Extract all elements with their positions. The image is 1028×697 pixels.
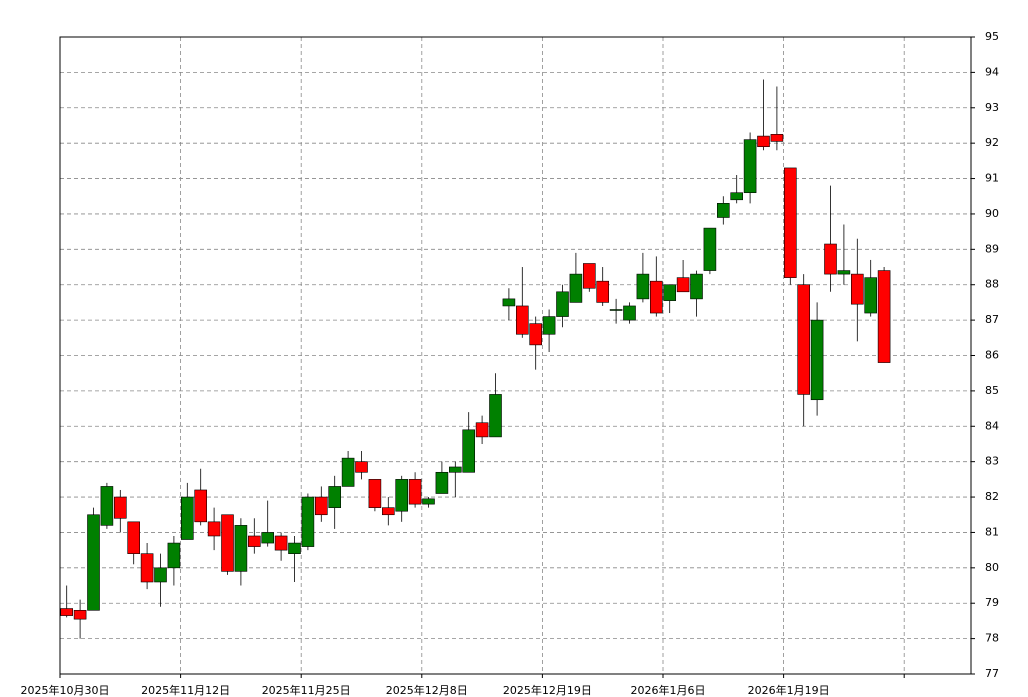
candle-body <box>261 532 275 544</box>
candle-body <box>73 609 87 620</box>
candle-body <box>422 498 435 505</box>
y-tick-label: 92 <box>985 136 999 149</box>
candle-body <box>596 280 610 303</box>
candle-body <box>757 135 770 148</box>
y-tick-label: 94 <box>985 65 999 78</box>
candle-body <box>623 305 636 321</box>
candle-body <box>100 486 114 526</box>
candle-body <box>328 486 342 508</box>
x-tick-label: 2025年11月25日 <box>262 683 351 697</box>
candle-body <box>355 461 368 473</box>
candle-body <box>288 542 301 554</box>
y-tick-label: 95 <box>985 30 999 43</box>
y-tick-label: 78 <box>985 632 999 645</box>
candle-body <box>475 422 489 438</box>
candle-body <box>448 466 462 473</box>
y-tick-label: 80 <box>985 561 999 574</box>
y-tick-label: 89 <box>985 242 999 255</box>
candle-body <box>154 567 167 583</box>
candle-body <box>690 273 703 300</box>
candle-body <box>864 277 878 314</box>
candle-body <box>743 139 757 194</box>
candle-body <box>127 521 140 554</box>
candle-body <box>60 608 74 616</box>
candle-body <box>824 243 837 275</box>
y-tick-label: 91 <box>985 172 999 185</box>
candle-body <box>797 284 811 395</box>
candle-body <box>167 542 181 569</box>
candle-body <box>274 535 288 551</box>
candle-body <box>140 553 154 583</box>
candle-body <box>462 429 476 473</box>
candle-body <box>703 227 717 271</box>
x-tick-label: 2026年1月19日 <box>748 683 830 697</box>
candle-body <box>582 263 596 289</box>
candle-body <box>234 525 248 572</box>
x-tick-label: 2025年12月8日 <box>386 683 468 697</box>
candle-body <box>408 479 422 505</box>
candle-body <box>676 277 690 293</box>
candle-body <box>542 316 556 335</box>
candle-body <box>515 305 529 335</box>
candle-body <box>87 514 100 611</box>
candle-body <box>663 284 677 301</box>
candle-body <box>636 273 650 300</box>
candle-body <box>569 273 583 303</box>
x-tick-label: 2025年11月12日 <box>141 683 230 697</box>
candle-body <box>301 496 315 547</box>
candle-body <box>850 273 864 305</box>
candle-body <box>489 394 502 438</box>
candle-body <box>181 496 194 540</box>
x-tick-label: 2026年1月6日 <box>631 683 706 697</box>
candle-body <box>556 291 569 317</box>
candle-body <box>730 192 744 201</box>
y-tick-label: 87 <box>985 313 999 326</box>
candle-body <box>435 471 449 494</box>
candle-body <box>529 323 543 346</box>
candle-body <box>368 479 382 508</box>
y-tick-label: 93 <box>985 101 999 114</box>
candle-body <box>810 319 824 401</box>
y-tick-label: 84 <box>985 419 999 432</box>
plot-border <box>59 36 972 675</box>
candle-body <box>248 535 261 547</box>
y-tick-label: 82 <box>985 490 999 503</box>
candle-body <box>395 479 409 512</box>
y-tick-label: 83 <box>985 455 999 468</box>
x-tick-label: 2025年12月19日 <box>503 683 592 697</box>
x-tick-label: 2025年10月30日 <box>21 683 110 697</box>
candle-body <box>649 280 663 314</box>
candle-body <box>502 298 516 307</box>
candle-body <box>114 496 127 519</box>
candle-body <box>194 489 207 523</box>
y-tick-label: 81 <box>985 525 999 538</box>
candle-body <box>877 270 891 363</box>
candle-body <box>221 514 234 572</box>
candle-body <box>381 507 395 516</box>
y-tick-label: 79 <box>985 596 999 609</box>
y-tick-label: 85 <box>985 384 999 397</box>
candle-body <box>837 270 851 275</box>
candle-body <box>207 521 221 537</box>
y-tick-label: 86 <box>985 349 999 362</box>
candle-body <box>341 457 355 487</box>
candle-body <box>783 167 797 278</box>
y-tick-label: 88 <box>985 278 999 291</box>
candle-body <box>314 496 328 516</box>
candle-body <box>770 134 784 142</box>
candle-body <box>609 309 623 311</box>
y-tick-label: 90 <box>985 207 999 220</box>
candle-body <box>716 203 730 218</box>
y-tick-label: 77 <box>985 667 999 680</box>
